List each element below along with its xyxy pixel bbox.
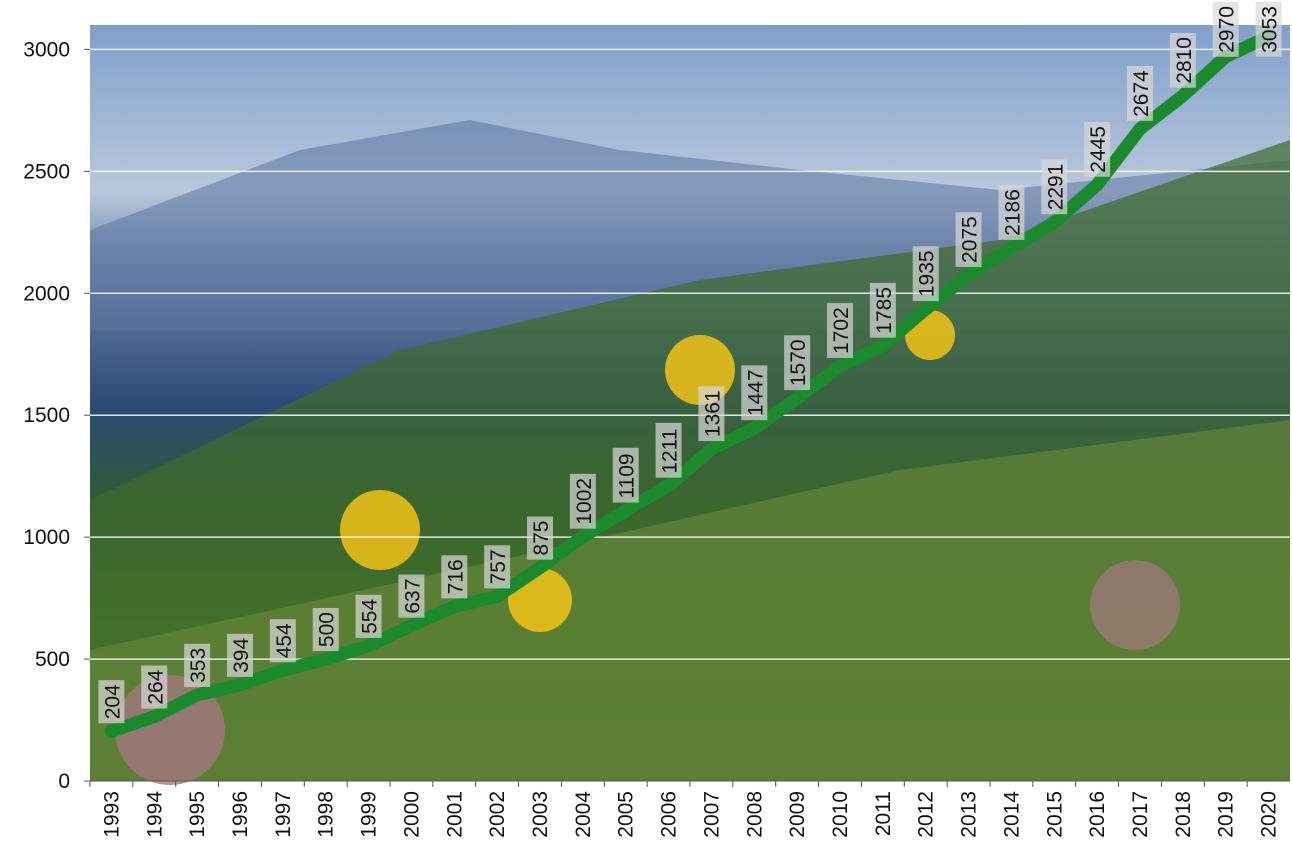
value-label: 1570: [787, 339, 810, 386]
x-tick-label: 2016: [1086, 791, 1109, 838]
value-label: 3053: [1259, 6, 1282, 53]
x-tick-label: 1995: [186, 791, 209, 838]
value-label: 1211: [659, 429, 682, 474]
value-label: 637: [401, 579, 424, 614]
x-tick-label: 1998: [315, 791, 338, 838]
x-tick-label: 2006: [658, 791, 681, 838]
value-label: 1109: [616, 453, 639, 498]
value-label: 875: [530, 521, 553, 556]
x-tick-label: 2007: [700, 791, 723, 838]
y-tick-label: 2500: [23, 160, 70, 183]
value-label: 1002: [573, 478, 596, 525]
value-label: 454: [273, 623, 296, 658]
value-label: 264: [144, 669, 167, 704]
value-label: 1361: [701, 390, 724, 437]
x-tick-label: 1999: [358, 791, 381, 838]
x-tick-label: 2000: [400, 791, 423, 838]
x-tick-label: 2017: [1129, 791, 1152, 838]
x-tick-label: 2005: [615, 791, 638, 838]
value-label: 2674: [1130, 70, 1153, 117]
x-tick-label: 2010: [829, 791, 852, 838]
value-label: 2970: [1216, 6, 1239, 53]
x-tick-label: 2020: [1258, 791, 1281, 838]
x-tick-label: 2001: [443, 791, 466, 838]
x-tick-label: 2002: [486, 791, 509, 838]
value-label: 554: [359, 599, 382, 634]
y-tick-label: 500: [35, 648, 70, 671]
page: 0 500 1000 1500 2000 2500 3000 1993 1994 1995 1996…: [0, 0, 1292, 853]
y-tick-label: 2000: [23, 282, 70, 305]
x-tick-label: 2008: [743, 791, 766, 838]
value-label: 716: [444, 559, 467, 594]
value-label: 757: [487, 549, 510, 584]
value-label: 1702: [830, 307, 853, 354]
value-label: 2075: [959, 216, 982, 263]
value-label: 353: [187, 648, 210, 683]
x-tick-label: 1997: [272, 791, 295, 838]
value-label: 394: [230, 638, 253, 673]
value-label: 204: [101, 684, 124, 719]
x-tick-label: 2014: [1000, 791, 1023, 838]
x-tick-label: 2012: [915, 791, 938, 838]
x-tick-label: 2003: [529, 791, 552, 838]
y-tick-label: 0: [58, 770, 70, 793]
x-tick-label: 2019: [1215, 791, 1238, 838]
value-label: 2810: [1173, 37, 1196, 84]
x-tick-label: 2009: [786, 791, 809, 838]
x-tick-label: 2013: [958, 791, 981, 838]
y-tick-label: 1500: [23, 404, 70, 427]
x-tick-label: 1996: [229, 791, 252, 838]
x-tick-label: 2015: [1043, 791, 1066, 838]
value-label: 1447: [744, 369, 767, 416]
chart: 0 500 1000 1500 2000 2500 3000 1993 1994 1995 1996…: [0, 0, 1292, 853]
x-tick-label: 1993: [100, 791, 123, 838]
value-label: 1935: [916, 250, 939, 297]
value-label: 2445: [1087, 126, 1110, 173]
x-tick-label: 1994: [143, 791, 166, 838]
value-label: 1785: [873, 287, 896, 334]
y-tick-label: 3000: [23, 38, 70, 61]
x-tick-label: 2004: [572, 791, 595, 838]
x-tick-label: 2011: [872, 791, 895, 836]
value-label: 2186: [1001, 189, 1024, 236]
x-tick-label: 2018: [1172, 791, 1195, 838]
y-tick-label: 1000: [23, 526, 70, 549]
value-label: 2291: [1044, 164, 1067, 211]
value-label: 500: [316, 612, 339, 647]
